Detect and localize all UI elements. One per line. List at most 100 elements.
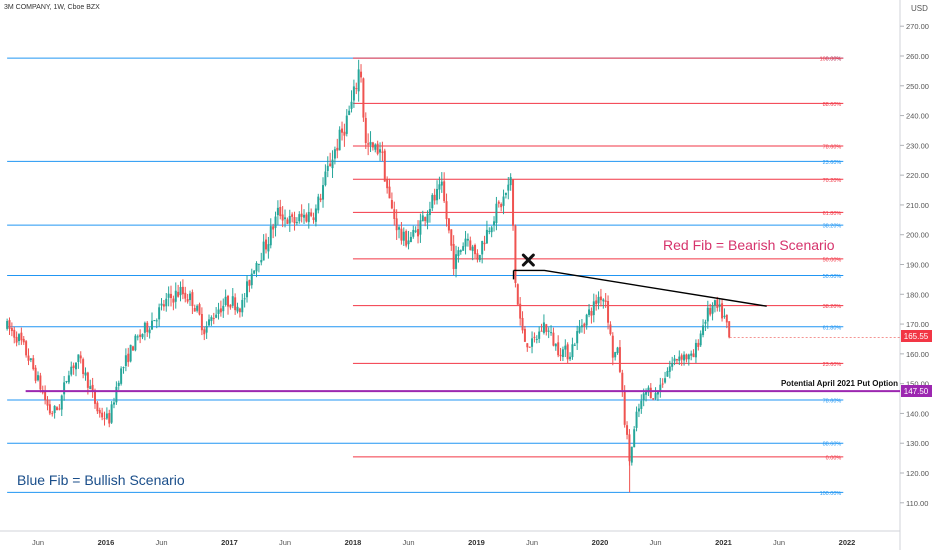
candle-body: [554, 343, 557, 347]
candle-body: [550, 332, 553, 334]
candle-body: [10, 327, 13, 332]
candle-body: [170, 293, 173, 299]
candle-body: [683, 354, 686, 361]
candle-body: [455, 254, 458, 269]
candle-body: [276, 207, 279, 216]
candle-body: [469, 240, 472, 251]
candle-body: [538, 331, 541, 339]
candle-body: [426, 213, 429, 223]
candle-body: [488, 230, 491, 232]
candle-body: [694, 342, 697, 358]
time-tick-label: 2018: [345, 538, 362, 547]
candle-body: [557, 342, 560, 356]
candle-body: [436, 188, 439, 201]
candle-body: [184, 292, 187, 299]
candle-body: [322, 185, 325, 200]
candle-body: [706, 307, 709, 322]
candle-body: [141, 333, 144, 338]
candle-body: [647, 387, 650, 393]
time-axis[interactable]: Jun 2016 Jun 2017 Jun 2018 Jun 2019 Jun 2020 Jun 20…: [32, 538, 855, 547]
candle-body: [374, 144, 377, 150]
candle-body: [362, 78, 365, 118]
candle-body: [497, 201, 500, 204]
candle-body: [172, 298, 175, 303]
candle-body: [269, 226, 272, 246]
candle-body: [728, 321, 731, 338]
candle-body: [478, 254, 481, 261]
candle-body: [267, 244, 270, 252]
candle-body: [592, 301, 595, 316]
candle-body: [338, 129, 341, 151]
candle-body: [51, 413, 54, 415]
candle-body: [502, 196, 505, 206]
x-marker-icon: [521, 253, 535, 267]
red-fib-level-label: 0.00%: [826, 455, 842, 461]
candle-body: [336, 147, 339, 151]
blue-fib-annotation: Blue Fib = Bullish Scenario: [17, 472, 185, 488]
candle-body: [400, 228, 403, 241]
candle-body: [687, 354, 690, 360]
blue-fib-level-label: 23.60%: [823, 160, 842, 166]
candle-body: [390, 200, 393, 209]
candle-body: [379, 149, 382, 153]
candle-body: [616, 347, 619, 354]
candle-body: [709, 308, 712, 315]
candle-body: [37, 375, 39, 381]
candle-body: [224, 296, 227, 305]
candle-body: [94, 390, 97, 404]
candle-body: [307, 211, 310, 223]
candle-body: [324, 171, 327, 186]
candle-body: [136, 336, 139, 338]
candle-body: [134, 335, 137, 351]
candle-body: [395, 218, 398, 231]
candle-body: [545, 324, 548, 332]
put-price-label: 147.50: [904, 387, 929, 396]
put-price-badge: [901, 385, 932, 397]
candle-body: [101, 412, 104, 418]
candle-body: [697, 342, 700, 347]
candle-body: [110, 404, 113, 423]
candle-body: [60, 395, 63, 410]
candle-body: [86, 372, 89, 388]
candle-body: [428, 209, 431, 216]
candle-body: [424, 217, 427, 222]
candle-body: [243, 298, 246, 300]
put-option-label: Potential April 2021 Put Option: [781, 379, 898, 388]
candle-body: [15, 336, 18, 343]
candle-body: [656, 391, 659, 395]
candle-body: [146, 322, 149, 333]
candle-body: [63, 382, 66, 395]
candle-body: [13, 329, 16, 338]
candle-body: [236, 306, 239, 312]
candle-body: [393, 209, 396, 219]
candle-body: [388, 186, 391, 199]
time-tick-label: 2022: [839, 538, 856, 547]
candle-body: [421, 215, 424, 222]
candle-body: [246, 281, 249, 298]
candle-body: [305, 214, 308, 222]
candle-body: [704, 321, 707, 324]
blue-fib-level-label: 38.20%: [823, 224, 842, 230]
candle-body: [381, 151, 384, 153]
time-tick-label: Jun: [32, 538, 44, 547]
time-tick-label: Jun: [650, 538, 662, 547]
candle-body: [117, 382, 120, 386]
candle-body: [443, 181, 446, 202]
candle-body: [519, 303, 522, 319]
candle-body: [203, 329, 206, 335]
time-tick-label: Jun: [773, 538, 785, 547]
candle-body: [124, 355, 127, 366]
blue-fib-level-label: 100.00%: [820, 491, 842, 497]
candle-body: [77, 354, 80, 362]
trend-line: [513, 269, 767, 307]
candle-body: [262, 241, 265, 261]
candle-body: [690, 353, 693, 356]
candle-body: [628, 434, 631, 462]
candle-body: [257, 263, 260, 265]
candle-body: [284, 217, 287, 220]
candle-body: [29, 358, 32, 361]
candle-body: [58, 408, 61, 410]
candle-body: [105, 413, 108, 419]
price-axis[interactable]: 110.00 120.00 130.00 140.00 150.00 160.00 170.…: [900, 22, 929, 508]
